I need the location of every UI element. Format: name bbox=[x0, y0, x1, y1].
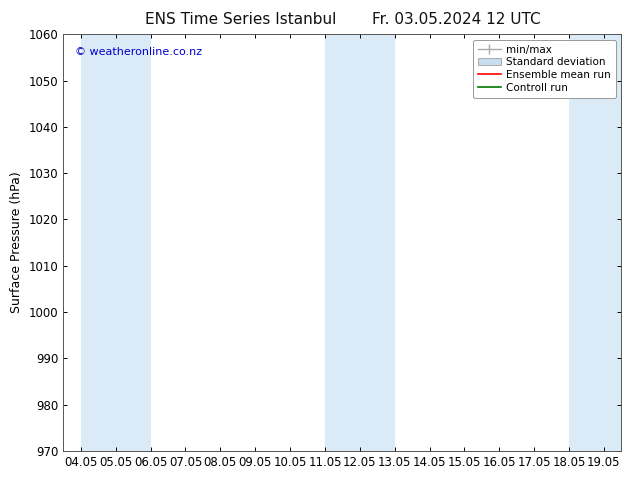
Text: ENS Time Series Istanbul: ENS Time Series Istanbul bbox=[145, 12, 337, 27]
Bar bbox=[81, 34, 150, 451]
Bar bbox=[325, 34, 394, 451]
Legend: min/max, Standard deviation, Ensemble mean run, Controll run: min/max, Standard deviation, Ensemble me… bbox=[473, 40, 616, 98]
Y-axis label: Surface Pressure (hPa): Surface Pressure (hPa) bbox=[10, 172, 23, 314]
Text: © weatheronline.co.nz: © weatheronline.co.nz bbox=[75, 47, 202, 57]
Bar bbox=[569, 34, 621, 451]
Text: Fr. 03.05.2024 12 UTC: Fr. 03.05.2024 12 UTC bbox=[372, 12, 541, 27]
